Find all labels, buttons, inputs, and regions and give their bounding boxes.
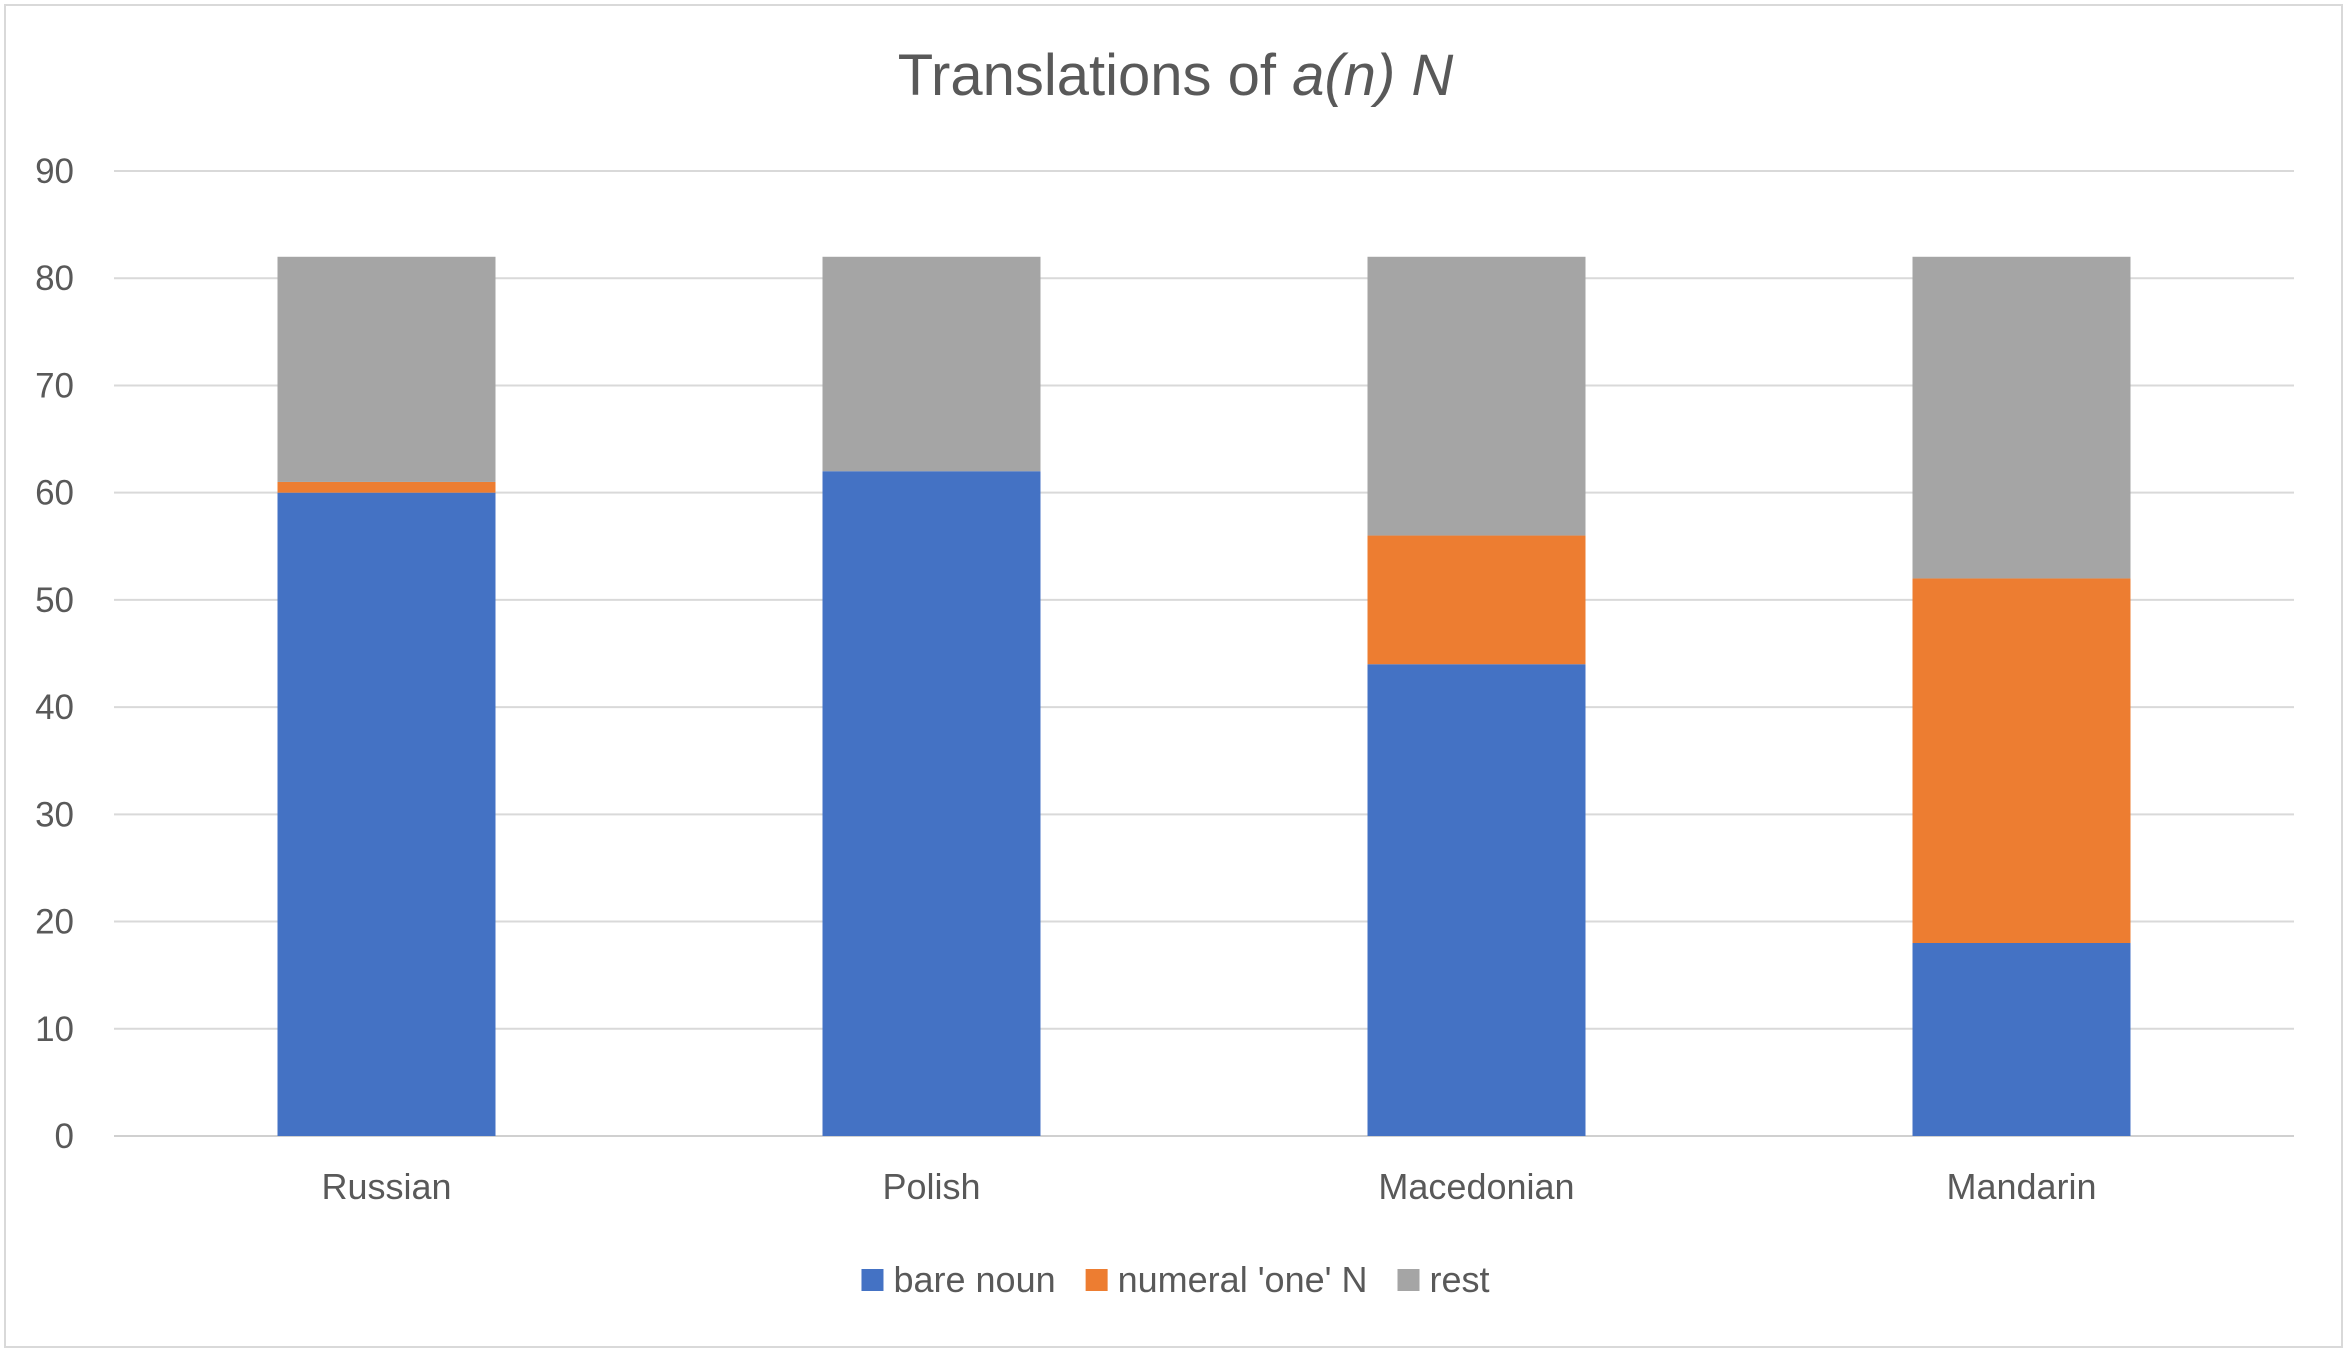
legend-item: numeral 'one' N <box>1085 1259 1368 1300</box>
legend-item: rest <box>1397 1259 1490 1300</box>
bars-layer <box>277 256 2131 1137</box>
x-category-label: Polish <box>882 1166 980 1207</box>
bar-russian-series-2 <box>277 256 496 482</box>
x-axis-categories: Russian Polish Macedonian Mandarin <box>321 1166 2096 1207</box>
legend-label: rest <box>1430 1259 1490 1300</box>
y-tick-label: 80 <box>35 259 74 298</box>
bar-macedonian-series-2 <box>1367 256 1586 536</box>
legend-swatch <box>1397 1269 1420 1291</box>
y-tick-label: 10 <box>35 1010 74 1049</box>
chart-title: Translations of a(n) N <box>0 42 2351 109</box>
x-category-label: Mandarin <box>1946 1166 2096 1207</box>
x-category-label: Russian <box>321 1166 451 1207</box>
bar-mandarin-series-1 <box>1912 578 2131 943</box>
bar-mandarin-series-2 <box>1912 256 2131 579</box>
y-tick-label: 20 <box>35 903 74 942</box>
chart-title-italic: a(n) N <box>1292 43 1454 108</box>
bar-macedonian-series-1 <box>1367 535 1586 665</box>
legend-label: numeral 'one' N <box>1118 1259 1368 1300</box>
y-axis-ticks: 0 10 20 30 40 50 60 70 80 90 <box>35 152 74 1156</box>
y-tick-label: 70 <box>35 366 74 405</box>
legend-label: bare noun <box>893 1259 1055 1300</box>
bar-russian-series-0 <box>277 492 496 1137</box>
bar-macedonian-series-0 <box>1367 664 1586 1136</box>
legend: bare noun numeral 'one' N rest <box>861 1259 1490 1300</box>
x-category-label: Macedonian <box>1378 1166 1574 1207</box>
y-tick-label: 30 <box>35 795 74 834</box>
legend-swatch <box>861 1269 884 1291</box>
legend-swatch <box>1085 1269 1108 1291</box>
chart-title-plain: Translations of <box>897 43 1293 108</box>
bar-polish-series-0 <box>822 471 1041 1136</box>
y-tick-label: 60 <box>35 474 74 513</box>
y-tick-label: 50 <box>35 581 74 620</box>
y-tick-label: 90 <box>35 152 74 191</box>
legend-item: bare noun <box>861 1259 1056 1300</box>
bar-russian-series-1 <box>277 481 496 493</box>
y-tick-label: 40 <box>35 688 74 727</box>
bar-polish-series-2 <box>822 256 1041 472</box>
y-tick-label: 0 <box>55 1117 74 1156</box>
bar-mandarin-series-0 <box>1912 943 2131 1136</box>
